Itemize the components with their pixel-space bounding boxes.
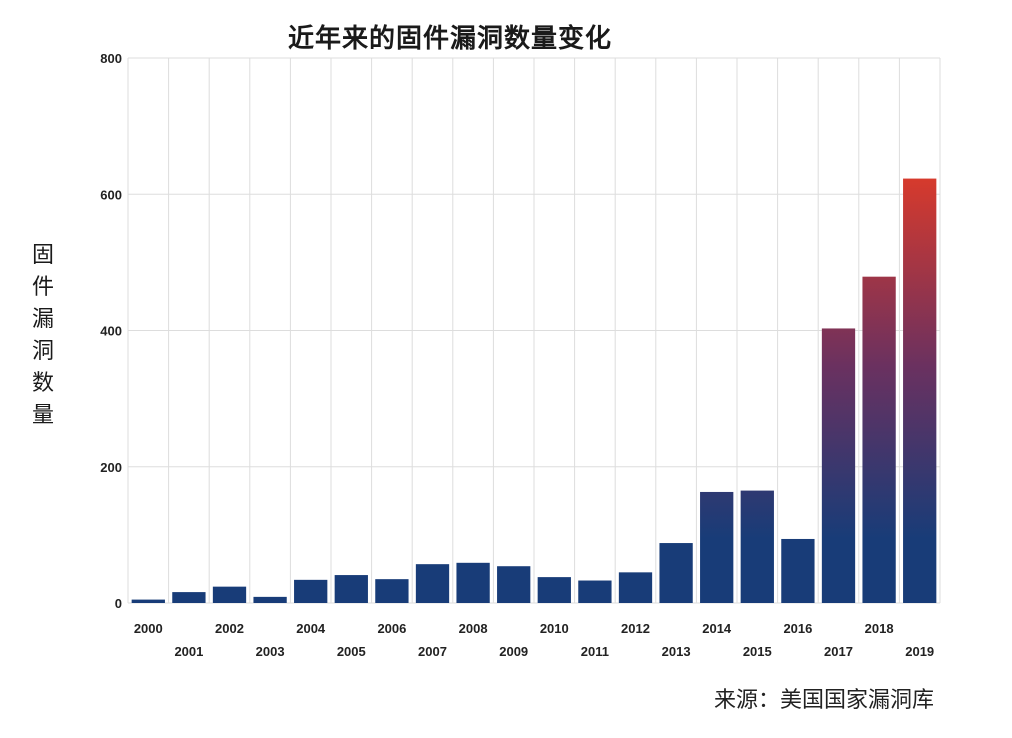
bar-2010 <box>537 577 571 603</box>
x-tick-label: 2007 <box>418 644 447 659</box>
bar-2019 <box>903 178 937 604</box>
bar-2009 <box>497 566 531 603</box>
x-tick-label: 2005 <box>337 644 366 659</box>
bar-2011 <box>578 580 612 603</box>
x-tick-label: 2013 <box>662 644 691 659</box>
y-tick-label: 600 <box>100 187 122 202</box>
bar-2015 <box>740 490 774 603</box>
x-tick-label: 2015 <box>743 644 772 659</box>
x-tick-label: 2012 <box>621 621 650 636</box>
x-tick-label: 2016 <box>783 621 812 636</box>
x-tick-label: 2006 <box>377 621 406 636</box>
bar-2013 <box>659 543 693 603</box>
x-tick-label: 2018 <box>865 621 894 636</box>
x-tick-label: 2014 <box>702 621 732 636</box>
x-tick-label: 2001 <box>174 644 203 659</box>
bar-2002 <box>212 586 247 603</box>
x-tick-label: 2004 <box>296 621 326 636</box>
chart-title: 近年来的固件漏洞数量变化 <box>287 24 612 54</box>
y-tick-label: 400 <box>100 324 122 339</box>
y-tick-label: 200 <box>100 460 122 475</box>
x-tick-label: 2019 <box>905 644 934 659</box>
y-tick-label: 0 <box>115 596 122 611</box>
bar-2006 <box>375 579 409 603</box>
x-tick-label: 2008 <box>459 621 488 636</box>
bar-2018 <box>862 276 896 603</box>
x-tick-label: 2017 <box>824 644 853 659</box>
bar-2012 <box>618 572 653 603</box>
bar-2014 <box>700 491 734 603</box>
bar-2017 <box>821 328 856 603</box>
x-tick-label: 2003 <box>256 644 285 659</box>
source-note: 来源：美国国家漏洞库 <box>713 688 934 713</box>
bar-2008 <box>456 562 490 603</box>
bar-2007 <box>415 564 450 603</box>
y-tick-label: 800 <box>100 51 122 66</box>
x-tick-label: 2002 <box>215 621 244 636</box>
x-tick-label: 2000 <box>134 621 163 636</box>
x-tick-label: 2011 <box>581 644 609 659</box>
x-tick-label: 2009 <box>499 644 528 659</box>
x-tick-label: 2010 <box>540 621 569 636</box>
bar-2003 <box>253 596 287 603</box>
bar-2016 <box>781 538 815 603</box>
y-axis-label: 固件漏洞数量 <box>31 243 54 428</box>
bar-2004 <box>294 579 328 603</box>
bar-2000 <box>131 599 165 603</box>
bar-2001 <box>172 592 206 603</box>
bar-2005 <box>334 575 368 603</box>
